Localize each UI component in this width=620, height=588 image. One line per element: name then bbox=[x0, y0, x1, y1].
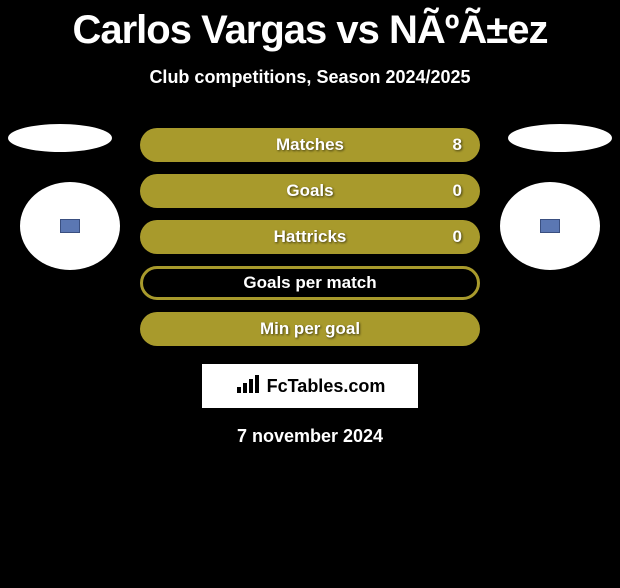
stat-row-gpm: Goals per match bbox=[140, 266, 480, 300]
stat-value: 0 bbox=[453, 181, 462, 201]
page-title: Carlos Vargas vs NÃºÃ±ez bbox=[0, 8, 620, 53]
stat-value: 0 bbox=[453, 227, 462, 247]
stat-label: Goals bbox=[286, 181, 333, 201]
stat-row-matches: Matches 8 bbox=[140, 128, 480, 162]
comparison-stage: Matches 8 Goals 0 Hattricks 0 Goals per … bbox=[0, 128, 620, 447]
stat-bars: Matches 8 Goals 0 Hattricks 0 Goals per … bbox=[140, 128, 480, 346]
stat-row-hattricks: Hattricks 0 bbox=[140, 220, 480, 254]
logo-text: FcTables.com bbox=[267, 376, 386, 397]
stat-label: Min per goal bbox=[260, 319, 360, 339]
player-left-ellipse bbox=[8, 124, 112, 152]
stat-label: Goals per match bbox=[243, 273, 376, 293]
stat-value: 8 bbox=[453, 135, 462, 155]
chart-icon bbox=[235, 373, 261, 400]
placeholder-icon bbox=[540, 219, 560, 233]
stat-label: Hattricks bbox=[274, 227, 347, 247]
stat-row-mpg: Min per goal bbox=[140, 312, 480, 346]
player-left-badge bbox=[20, 182, 120, 270]
player-right-badge bbox=[500, 182, 600, 270]
stat-label: Matches bbox=[276, 135, 344, 155]
player-right-ellipse bbox=[508, 124, 612, 152]
snapshot-date: 7 november 2024 bbox=[0, 426, 620, 447]
page-subtitle: Club competitions, Season 2024/2025 bbox=[0, 67, 620, 88]
site-logo[interactable]: FcTables.com bbox=[202, 364, 418, 408]
stat-row-goals: Goals 0 bbox=[140, 174, 480, 208]
placeholder-icon bbox=[60, 219, 80, 233]
